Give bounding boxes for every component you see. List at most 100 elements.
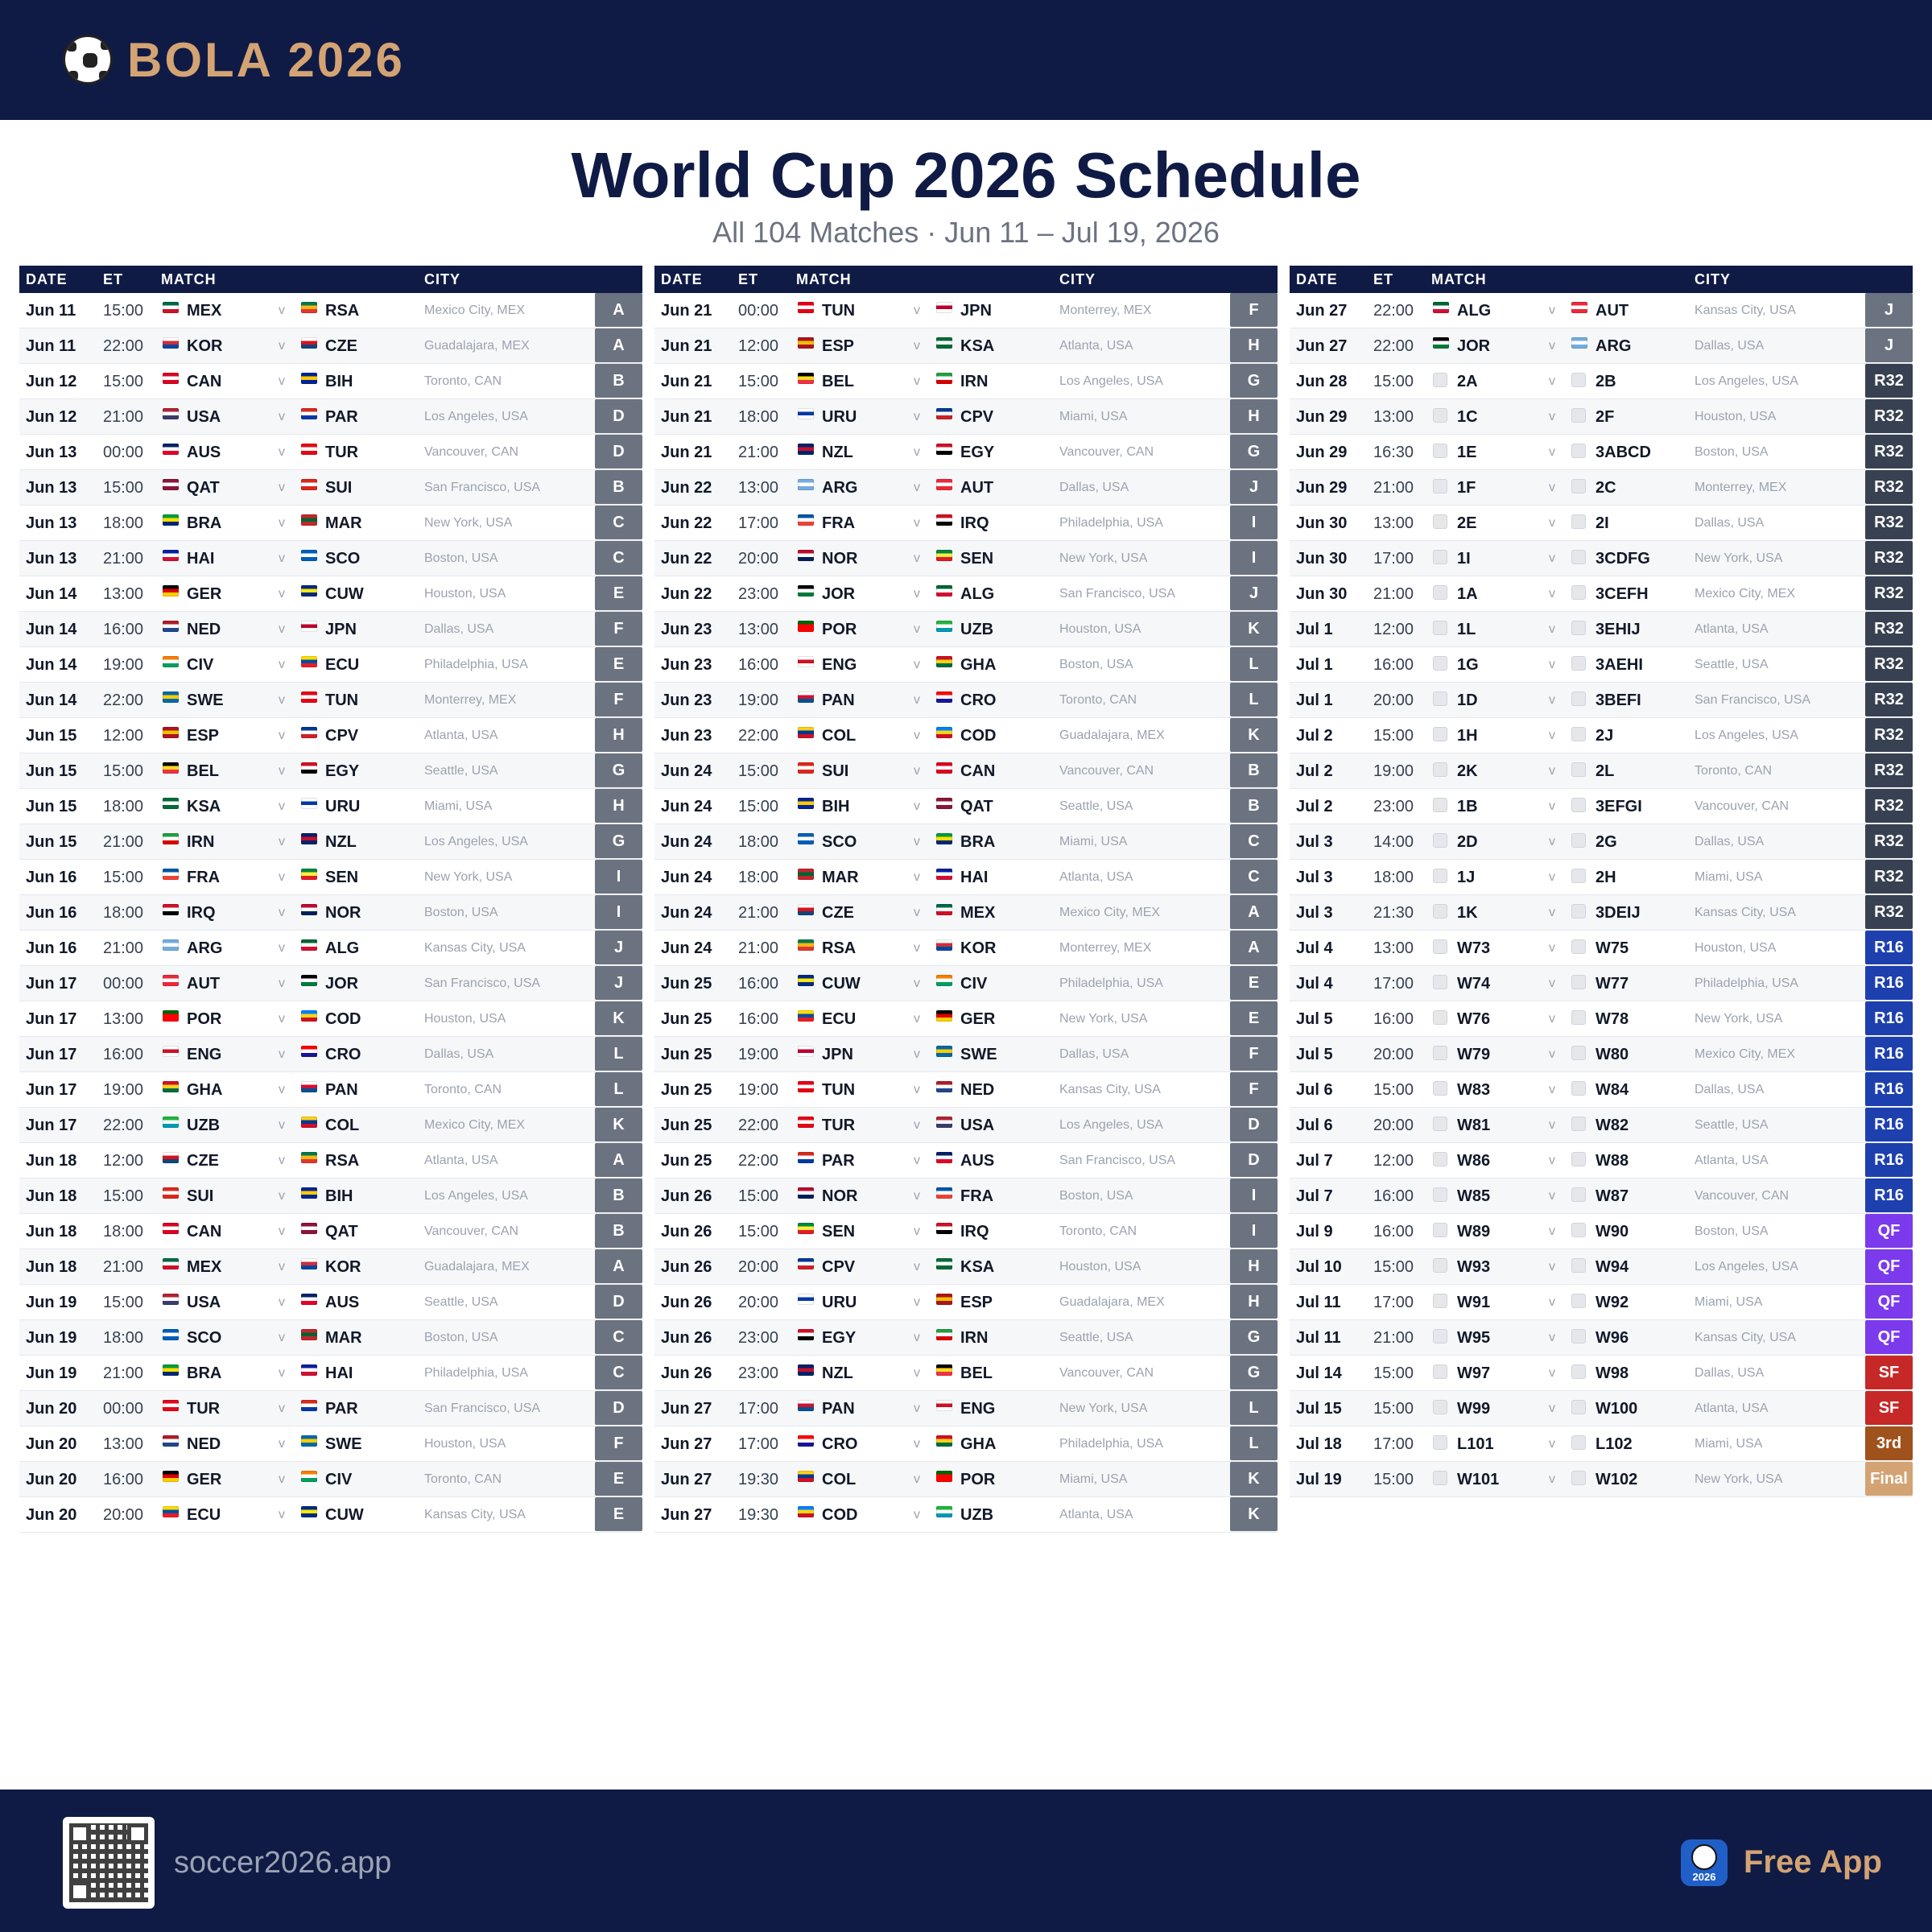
- stage-badge[interactable]: C: [595, 506, 642, 539]
- match-row[interactable]: Jun 30 17:00 1I v 3CDFG New York, USA R32: [1290, 541, 1913, 576]
- match-row[interactable]: Jun 29 21:00 1F v 2C Monterrey, MEX R32: [1290, 470, 1913, 506]
- stage-badge[interactable]: F: [595, 683, 642, 716]
- stage-badge[interactable]: F: [1230, 1037, 1278, 1071]
- stage-badge[interactable]: G: [1230, 1356, 1278, 1389]
- match-row[interactable]: Jul 15 15:00 W99 v W100 Atlanta, USA SF: [1290, 1391, 1913, 1426]
- match-row[interactable]: Jun 28 15:00 2A v 2B Los Angeles, USA R32: [1290, 364, 1913, 399]
- match-row[interactable]: Jul 11 17:00 W91 v W92 Miami, USA QF: [1290, 1285, 1913, 1320]
- stage-badge[interactable]: D: [595, 1285, 642, 1319]
- stage-badge[interactable]: R32: [1865, 364, 1913, 398]
- stage-badge[interactable]: SF: [1865, 1356, 1913, 1389]
- match-row[interactable]: Jul 1 16:00 1G v 3AEHI Seattle, USA R32: [1290, 647, 1913, 683]
- match-row[interactable]: Jun 23 19:00 PAN v CRO Toronto, CAN L: [654, 683, 1278, 718]
- stage-badge[interactable]: QF: [1865, 1214, 1913, 1248]
- match-row[interactable]: Jul 3 14:00 2D v 2G Dallas, USA R32: [1290, 824, 1913, 860]
- match-row[interactable]: Jun 22 23:00 JOR v ALG San Francisco, USA J: [654, 576, 1278, 612]
- match-row[interactable]: Jun 23 13:00 POR v UZB Houston, USA K: [654, 612, 1278, 647]
- match-row[interactable]: Jun 22 13:00 ARG v AUT Dallas, USA J: [654, 470, 1278, 506]
- stage-badge[interactable]: SF: [1865, 1391, 1913, 1425]
- match-row[interactable]: Jun 12 15:00 CAN v BIH Toronto, CAN B: [19, 364, 642, 399]
- brand[interactable]: BOLA 2026: [63, 29, 405, 90]
- match-row[interactable]: Jun 27 22:00 JOR v ARG Dallas, USA J: [1290, 328, 1913, 364]
- match-row[interactable]: Jul 1 12:00 1L v 3EHIJ Atlanta, USA R32: [1290, 612, 1913, 647]
- match-row[interactable]: Jul 18 17:00 L101 v L102 Miami, USA 3rd: [1290, 1426, 1913, 1462]
- stage-badge[interactable]: J: [1230, 470, 1278, 504]
- stage-badge[interactable]: I: [1230, 1179, 1278, 1212]
- match-row[interactable]: Jun 24 18:00 MAR v HAI Atlanta, USA C: [654, 860, 1278, 895]
- match-row[interactable]: Jun 24 15:00 SUI v CAN Vancouver, CAN B: [654, 753, 1278, 789]
- stage-badge[interactable]: F: [1230, 1072, 1278, 1106]
- stage-badge[interactable]: F: [595, 1426, 642, 1460]
- stage-badge[interactable]: C: [1230, 860, 1278, 894]
- stage-badge[interactable]: I: [595, 895, 642, 929]
- stage-badge[interactable]: R32: [1865, 470, 1913, 504]
- match-row[interactable]: Jun 30 13:00 2E v 2I Dallas, USA R32: [1290, 506, 1913, 541]
- stage-badge[interactable]: R32: [1865, 399, 1913, 433]
- stage-badge[interactable]: R32: [1865, 506, 1913, 539]
- match-row[interactable]: Jun 25 22:00 TUR v USA Los Angeles, USA D: [654, 1108, 1278, 1143]
- stage-badge[interactable]: H: [1230, 1285, 1278, 1319]
- match-row[interactable]: Jun 17 13:00 POR v COD Houston, USA K: [19, 1001, 642, 1037]
- stage-badge[interactable]: L: [1230, 1391, 1278, 1425]
- match-row[interactable]: Jun 25 19:00 TUN v NED Kansas City, USA F: [654, 1072, 1278, 1108]
- stage-badge[interactable]: I: [595, 860, 642, 894]
- stage-badge[interactable]: J: [595, 966, 642, 1000]
- match-row[interactable]: Jun 23 22:00 COL v COD Guadalajara, MEX K: [654, 718, 1278, 753]
- stage-badge[interactable]: A: [595, 293, 642, 327]
- stage-badge[interactable]: 3rd: [1865, 1426, 1913, 1460]
- match-row[interactable]: Jun 20 00:00 TUR v PAR San Francisco, USA D: [19, 1391, 642, 1426]
- stage-badge[interactable]: D: [1230, 1143, 1278, 1177]
- stage-badge[interactable]: R32: [1865, 753, 1913, 787]
- match-row[interactable]: Jun 19 21:00 BRA v HAI Philadelphia, USA C: [19, 1356, 642, 1391]
- match-row[interactable]: Jun 13 15:00 QAT v SUI San Francisco, USA B: [19, 470, 642, 506]
- stage-badge[interactable]: R32: [1865, 435, 1913, 469]
- match-row[interactable]: Jun 27 19:30 COD v UZB Atlanta, USA K: [654, 1497, 1278, 1533]
- match-row[interactable]: Jun 14 13:00 GER v CUW Houston, USA E: [19, 576, 642, 612]
- match-row[interactable]: Jun 20 16:00 GER v CIV Toronto, CAN E: [19, 1462, 642, 1497]
- match-row[interactable]: Jul 5 16:00 W76 v W78 New York, USA R16: [1290, 1001, 1913, 1037]
- site-link[interactable]: soccer2026.app: [174, 1846, 392, 1880]
- stage-badge[interactable]: B: [1230, 789, 1278, 823]
- match-row[interactable]: Jun 23 16:00 ENG v GHA Boston, USA L: [654, 647, 1278, 683]
- stage-badge[interactable]: E: [1230, 1001, 1278, 1035]
- stage-badge[interactable]: R16: [1865, 1179, 1913, 1212]
- stage-badge[interactable]: D: [1230, 1108, 1278, 1141]
- stage-badge[interactable]: R32: [1865, 576, 1913, 610]
- stage-badge[interactable]: QF: [1865, 1320, 1913, 1354]
- stage-badge[interactable]: A: [1230, 895, 1278, 929]
- stage-badge[interactable]: C: [595, 541, 642, 575]
- match-row[interactable]: Jul 2 23:00 1B v 3EFGI Vancouver, CAN R32: [1290, 789, 1913, 824]
- stage-badge[interactable]: A: [595, 328, 642, 362]
- stage-badge[interactable]: K: [1230, 612, 1278, 646]
- match-row[interactable]: Jun 29 13:00 1C v 2F Houston, USA R32: [1290, 399, 1913, 435]
- match-row[interactable]: Jul 3 21:30 1K v 3DEIJ Kansas City, USA R32: [1290, 895, 1913, 931]
- match-row[interactable]: Jun 24 21:00 CZE v MEX Mexico City, MEX A: [654, 895, 1278, 931]
- stage-badge[interactable]: R32: [1865, 541, 1913, 575]
- stage-badge[interactable]: Final: [1865, 1462, 1913, 1496]
- match-row[interactable]: Jun 14 16:00 NED v JPN Dallas, USA F: [19, 612, 642, 647]
- match-row[interactable]: Jun 17 16:00 ENG v CRO Dallas, USA L: [19, 1037, 642, 1072]
- stage-badge[interactable]: B: [1230, 753, 1278, 787]
- match-row[interactable]: Jul 4 13:00 W73 v W75 Houston, USA R16: [1290, 931, 1913, 966]
- match-row[interactable]: Jun 26 15:00 NOR v FRA Boston, USA I: [654, 1179, 1278, 1214]
- match-row[interactable]: Jun 16 18:00 IRQ v NOR Boston, USA I: [19, 895, 642, 931]
- match-row[interactable]: Jul 19 15:00 W101 v W102 New York, USA Final: [1290, 1462, 1913, 1497]
- stage-badge[interactable]: L: [1230, 647, 1278, 681]
- stage-badge[interactable]: B: [595, 364, 642, 398]
- stage-badge[interactable]: H: [1230, 1249, 1278, 1283]
- stage-badge[interactable]: R32: [1865, 789, 1913, 823]
- stage-badge[interactable]: R16: [1865, 931, 1913, 964]
- match-row[interactable]: Jun 25 16:00 ECU v GER New York, USA E: [654, 1001, 1278, 1037]
- match-row[interactable]: Jul 2 15:00 1H v 2J Los Angeles, USA R32: [1290, 718, 1913, 753]
- match-row[interactable]: Jun 25 22:00 PAR v AUS San Francisco, USA D: [654, 1143, 1278, 1179]
- match-row[interactable]: Jun 14 22:00 SWE v TUN Monterrey, MEX F: [19, 683, 642, 718]
- stage-badge[interactable]: K: [1230, 718, 1278, 752]
- stage-badge[interactable]: K: [1230, 1462, 1278, 1496]
- match-row[interactable]: Jul 14 15:00 W97 v W98 Dallas, USA SF: [1290, 1356, 1913, 1391]
- stage-badge[interactable]: QF: [1865, 1249, 1913, 1283]
- match-row[interactable]: Jul 6 15:00 W83 v W84 Dallas, USA R16: [1290, 1072, 1913, 1108]
- stage-badge[interactable]: F: [595, 612, 642, 646]
- match-row[interactable]: Jun 17 00:00 AUT v JOR San Francisco, USA J: [19, 966, 642, 1001]
- match-row[interactable]: Jun 15 18:00 KSA v URU Miami, USA H: [19, 789, 642, 824]
- stage-badge[interactable]: H: [1230, 399, 1278, 433]
